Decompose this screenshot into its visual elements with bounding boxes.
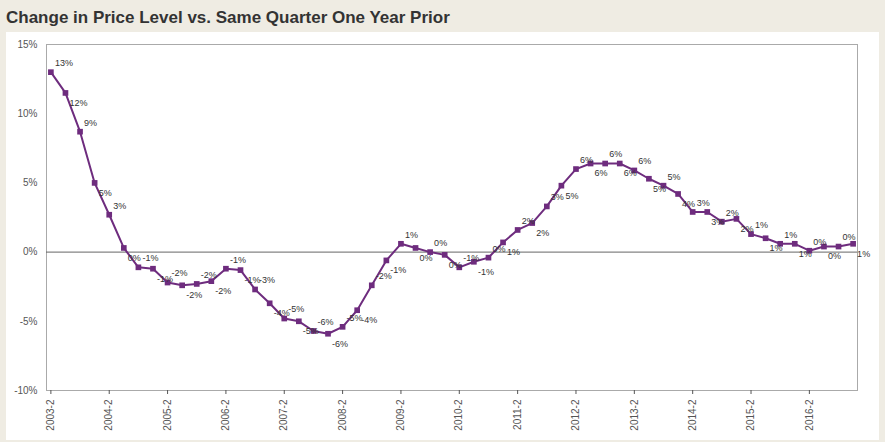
svg-text:2011-2: 2011-2: [512, 399, 523, 430]
svg-text:1%: 1%: [507, 247, 520, 257]
svg-text:3%: 3%: [551, 192, 564, 202]
svg-text:3%: 3%: [697, 198, 710, 208]
svg-text:-1%: -1%: [390, 265, 406, 275]
svg-text:0%: 0%: [449, 260, 462, 270]
svg-text:-1%: -1%: [157, 274, 173, 284]
svg-text:0%: 0%: [828, 251, 841, 261]
svg-text:-4%: -4%: [274, 308, 290, 318]
svg-text:2012-2: 2012-2: [570, 399, 581, 431]
svg-text:2%: 2%: [522, 216, 535, 226]
svg-text:1%: 1%: [405, 230, 418, 240]
svg-text:5%: 5%: [565, 191, 578, 201]
svg-text:2005-2: 2005-2: [162, 399, 173, 431]
svg-text:-10%: -10%: [14, 385, 37, 396]
svg-text:-5%: -5%: [20, 316, 38, 327]
svg-text:2013-2: 2013-2: [629, 399, 640, 431]
svg-text:6%: 6%: [624, 168, 637, 178]
svg-text:0%: 0%: [128, 253, 141, 263]
svg-text:6%: 6%: [595, 168, 608, 178]
svg-text:0%: 0%: [843, 232, 856, 242]
svg-text:0%: 0%: [434, 238, 447, 248]
svg-text:4%: 4%: [682, 199, 695, 209]
svg-text:1%: 1%: [755, 220, 768, 230]
svg-text:-4%: -4%: [361, 315, 377, 325]
svg-text:6%: 6%: [638, 156, 651, 166]
svg-text:5%: 5%: [653, 184, 666, 194]
svg-text:3%: 3%: [711, 217, 724, 227]
svg-text:-2%: -2%: [172, 268, 188, 278]
svg-text:12%: 12%: [69, 98, 87, 108]
svg-text:1%: 1%: [784, 230, 797, 240]
svg-text:0%: 0%: [813, 237, 826, 247]
svg-text:0%: 0%: [492, 244, 505, 254]
svg-text:-6%: -6%: [332, 339, 348, 349]
svg-text:1%: 1%: [799, 249, 812, 259]
svg-text:2009-2: 2009-2: [395, 399, 406, 431]
svg-text:2007-2: 2007-2: [278, 399, 289, 431]
svg-text:-6%: -6%: [317, 317, 333, 327]
svg-text:0%: 0%: [23, 246, 38, 257]
svg-text:6%: 6%: [609, 149, 622, 159]
svg-text:2004-2: 2004-2: [103, 399, 114, 431]
svg-text:-5%: -5%: [288, 304, 304, 314]
svg-text:0%: 0%: [420, 253, 433, 263]
svg-text:-1%: -1%: [230, 255, 246, 265]
svg-text:-2%: -2%: [186, 290, 202, 300]
svg-text:3%: 3%: [113, 201, 126, 211]
svg-text:5%: 5%: [99, 188, 112, 198]
svg-text:2%: 2%: [726, 208, 739, 218]
svg-text:-3%: -3%: [259, 275, 275, 285]
svg-text:2016-2: 2016-2: [804, 399, 815, 431]
html-text:Change in Price Level vs. Same: Change in Price Level vs. Same Quarter O…: [6, 8, 450, 27]
svg-text:2010-2: 2010-2: [453, 399, 464, 431]
svg-text:2%: 2%: [740, 224, 753, 234]
svg-text:-1%: -1%: [463, 253, 479, 263]
svg-text:2015-2: 2015-2: [745, 399, 756, 431]
svg-text:1%: 1%: [770, 243, 783, 253]
svg-text:-5%: -5%: [346, 312, 363, 323]
svg-text:13%: 13%: [55, 58, 73, 68]
svg-text:5%: 5%: [23, 177, 38, 188]
svg-text:2008-2: 2008-2: [337, 399, 348, 431]
svg-text:-2%: -2%: [201, 270, 217, 280]
svg-text:6%: 6%: [580, 155, 593, 165]
svg-text:10%: 10%: [17, 108, 37, 119]
svg-text:9%: 9%: [84, 118, 97, 128]
svg-text:2014-2: 2014-2: [687, 399, 698, 431]
svg-text:15%: 15%: [17, 39, 37, 50]
svg-text:1%: 1%: [857, 249, 870, 259]
svg-text:5%: 5%: [668, 172, 681, 182]
svg-text:2003-2: 2003-2: [45, 399, 56, 431]
svg-text:-2%: -2%: [215, 286, 231, 296]
svg-text:2006-2: 2006-2: [220, 399, 231, 431]
svg-text:-2%: -2%: [375, 271, 392, 282]
svg-text:-1%: -1%: [244, 275, 260, 285]
svg-text:-1%: -1%: [142, 253, 158, 263]
svg-text:2%: 2%: [536, 228, 549, 238]
svg-text:-1%: -1%: [478, 267, 494, 277]
svg-text:-5%: -5%: [303, 326, 319, 336]
